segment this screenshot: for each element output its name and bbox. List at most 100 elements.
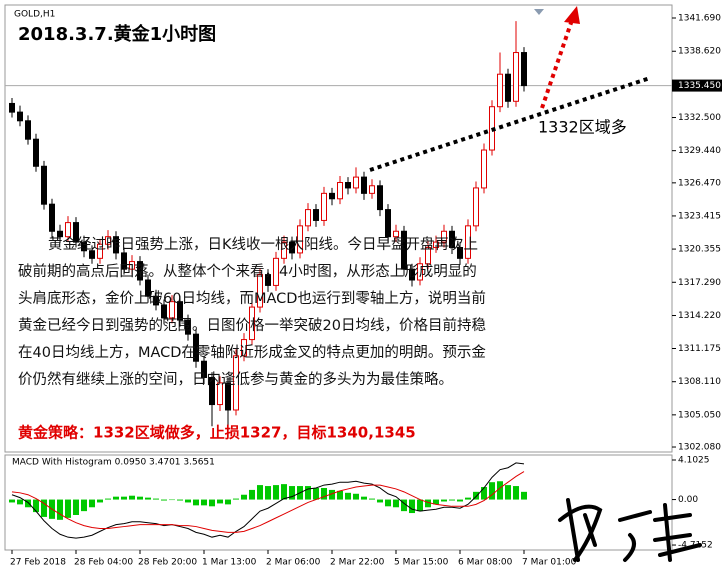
macd-histogram-bar xyxy=(65,499,71,518)
macd-histogram-bar xyxy=(33,499,39,513)
candle-body xyxy=(457,247,463,259)
macd-histogram-bar xyxy=(321,487,327,500)
macd-histogram-bar xyxy=(417,499,423,512)
candle-body xyxy=(225,382,231,411)
macd-histogram-bar xyxy=(257,485,263,500)
target-arrow xyxy=(540,19,574,109)
macd-line xyxy=(11,471,525,533)
candle-body xyxy=(273,257,279,286)
macd-histogram-bar xyxy=(241,494,247,500)
candle-body xyxy=(177,301,183,321)
candle-body xyxy=(337,182,343,200)
macd-histogram-bar xyxy=(185,499,191,503)
candle-body xyxy=(241,339,247,357)
macd-histogram-bar xyxy=(201,499,207,506)
y-tick-label: 1302.080 xyxy=(678,443,721,453)
x-tick-label: 28 Feb 20:00 xyxy=(138,558,197,568)
macd-histogram-bar xyxy=(425,499,431,508)
macd-histogram-bar xyxy=(401,499,407,512)
paragraph-line: 价仍然有继续上涨的空间，日内逢低参与黄金的多头为为最佳策略。 xyxy=(18,371,453,388)
macd-histogram-bar xyxy=(481,487,487,500)
paragraph-line: 黄金已经今日到强势的范围。日图价格一举突破20日均线，价格目前持稳 xyxy=(18,317,486,334)
x-tick-label: 6 Mar 08:00 xyxy=(458,558,513,568)
macd-histogram-bar xyxy=(369,498,375,500)
macd-histogram-bar xyxy=(465,497,471,500)
macd-histogram-bar xyxy=(345,492,351,500)
candle-body xyxy=(49,203,55,232)
candle-body xyxy=(161,304,167,319)
candle-body xyxy=(353,176,359,189)
macd-histogram-bar xyxy=(193,499,199,506)
macd-line xyxy=(11,462,525,539)
zone-label: 1332区域多 xyxy=(538,118,627,137)
candle-body xyxy=(201,360,207,378)
candle-body xyxy=(305,209,311,227)
macd-histogram-bar xyxy=(409,499,415,514)
macd-histogram-bar xyxy=(81,499,87,512)
macd-histogram-bar xyxy=(225,499,231,505)
chart-title: 2018.3.7.黄金1小时图 xyxy=(18,23,216,45)
y-tick-label: 1305.050 xyxy=(678,410,721,420)
candle-body xyxy=(497,73,503,108)
macd-histogram-bar xyxy=(273,485,279,500)
current-price-label: 1335.450 xyxy=(678,81,721,91)
candle-body xyxy=(329,192,335,200)
macd-histogram-bar xyxy=(153,498,159,500)
macd-histogram-bar xyxy=(313,487,319,500)
candle-body xyxy=(441,230,447,243)
y-tick-label: 1329.440 xyxy=(678,146,721,156)
paragraph-line: 头肩底形态，金价上破60日均线，而MACD也运行到零轴上方，说明当前 xyxy=(18,290,486,307)
candle-body xyxy=(17,111,23,122)
candle-body xyxy=(97,243,103,259)
macd-histogram-bar xyxy=(393,499,399,508)
candle-body xyxy=(385,209,391,238)
macd-histogram-bar xyxy=(121,496,127,500)
macd-histogram-bar xyxy=(473,491,479,500)
candle-body xyxy=(73,222,79,243)
candle-body xyxy=(481,149,487,189)
y-tick-label: 1338.620 xyxy=(678,47,721,57)
macd-histogram-bar xyxy=(249,489,255,500)
trend-line xyxy=(369,76,651,172)
macd-histogram-bar xyxy=(433,499,439,505)
candle-body xyxy=(249,306,255,341)
macd-histogram-bar xyxy=(289,486,295,500)
macd-histogram-bar xyxy=(265,486,271,500)
macd-histogram-bar xyxy=(209,499,215,507)
macd-histogram-bar xyxy=(169,499,175,501)
macd-histogram-bar xyxy=(25,499,31,508)
macd-histogram-bar xyxy=(17,499,23,505)
macd-histogram-bar xyxy=(41,499,47,517)
y-tick-label: 1323.415 xyxy=(678,211,721,221)
candle-body xyxy=(9,102,15,113)
macd-histogram-bar xyxy=(505,485,511,500)
macd-histogram-bar xyxy=(489,482,495,500)
candle-body xyxy=(129,261,135,270)
candle-body xyxy=(513,52,519,102)
candle-body xyxy=(41,165,47,205)
x-tick-label: 2 Mar 06:00 xyxy=(266,558,321,568)
macd-histogram-bar xyxy=(177,499,183,501)
main-panel xyxy=(4,4,673,453)
candle-body xyxy=(505,73,511,102)
candle-body xyxy=(281,241,287,259)
candle-body xyxy=(361,176,367,194)
candle-body xyxy=(321,192,327,221)
macd-histogram-bar xyxy=(385,499,391,507)
candle-body xyxy=(185,319,191,335)
macd-histogram-bar xyxy=(449,499,455,501)
candle-body xyxy=(169,301,175,319)
current-price-box xyxy=(672,79,722,92)
macd-histogram-bar xyxy=(217,499,223,504)
macd-histogram-bar xyxy=(457,499,463,502)
candle-body xyxy=(409,268,415,281)
candle-body xyxy=(113,236,119,254)
macd-y-tick-label: 4.1025 xyxy=(678,455,710,465)
candle-body xyxy=(417,263,423,281)
candle-body xyxy=(313,209,319,221)
paragraph-line: 黄金经过昨日强势上涨，日K线收一根大阳线。今日早盘开盘再次上 xyxy=(48,235,478,253)
candle-body xyxy=(153,295,159,306)
y-tick-label: 1332.500 xyxy=(678,113,721,123)
candle-body xyxy=(145,279,151,297)
macd-histogram-bar xyxy=(329,489,335,500)
